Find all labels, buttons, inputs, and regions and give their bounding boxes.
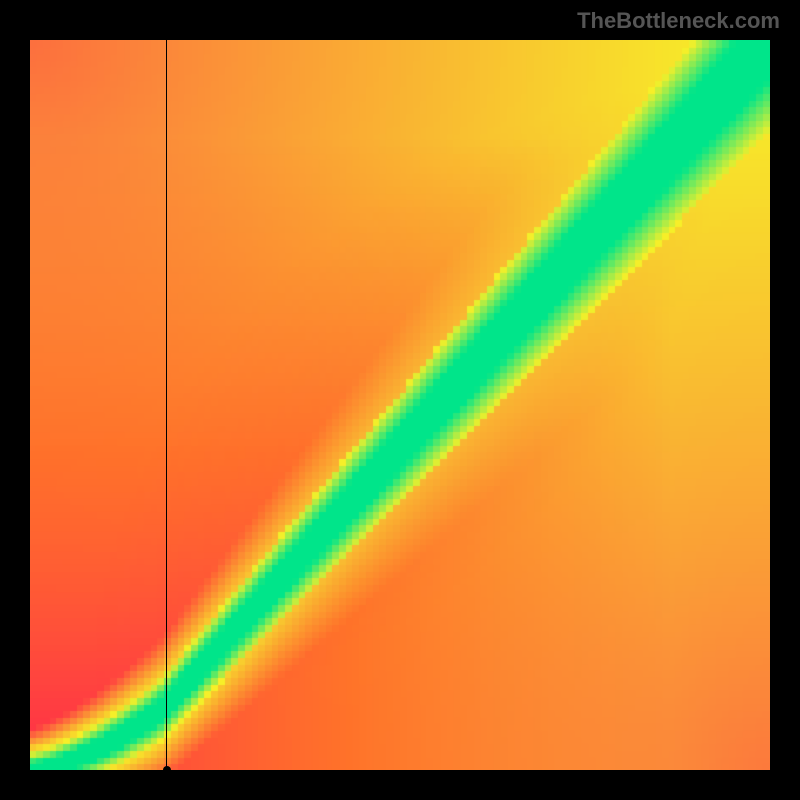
watermark-text: TheBottleneck.com: [577, 8, 780, 34]
plot-area: [30, 40, 770, 770]
crosshair-vertical: [166, 40, 167, 770]
crosshair-marker: [163, 766, 171, 774]
crosshair-horizontal: [30, 770, 770, 771]
chart-container: TheBottleneck.com: [0, 0, 800, 800]
heatmap-canvas: [30, 40, 770, 770]
